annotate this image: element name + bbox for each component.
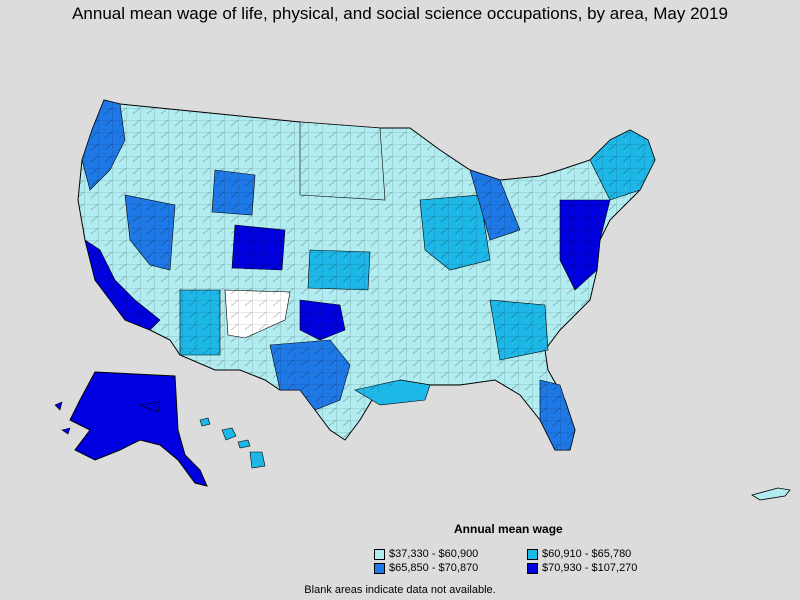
legend-label-2: $60,910 - $65,780 — [542, 548, 632, 560]
legend-item-3: $65,850 - $70,870 — [374, 562, 478, 574]
legend-label-1: $37,330 - $60,900 — [389, 548, 479, 560]
hawaii-island-4 — [249, 451, 266, 469]
legend-swatch-2 — [527, 548, 538, 560]
legend-swatch-4 — [527, 562, 538, 574]
legend-swatch-3 — [374, 562, 385, 574]
legend-label-4: $70,930 - $107,270 — [542, 562, 638, 574]
data-availability-note: Blank areas indicate data not available. — [304, 584, 496, 596]
legend-item-4: $70,930 - $107,270 — [527, 562, 637, 574]
legend-label-3: $65,850 - $70,870 — [389, 562, 479, 574]
legend-item-2: $60,910 - $65,780 — [527, 548, 631, 560]
map-title: Annual mean wage of life, physical, and … — [72, 4, 728, 23]
alaska-shape — [69, 371, 208, 487]
hawaii-island-1 — [199, 417, 211, 427]
legend-title: Annual mean wage — [454, 522, 563, 536]
legend-item-1: $37,330 - $60,900 — [374, 548, 478, 560]
hawaii-island-3 — [237, 439, 251, 449]
alaska-islands — [54, 401, 161, 435]
alaska — [54, 371, 208, 487]
hawaii-island-2 — [221, 427, 237, 441]
puerto-rico — [751, 487, 791, 501]
legend-swatch-1 — [374, 548, 385, 560]
hawaii — [199, 417, 266, 469]
area-boundaries — [78, 100, 655, 450]
